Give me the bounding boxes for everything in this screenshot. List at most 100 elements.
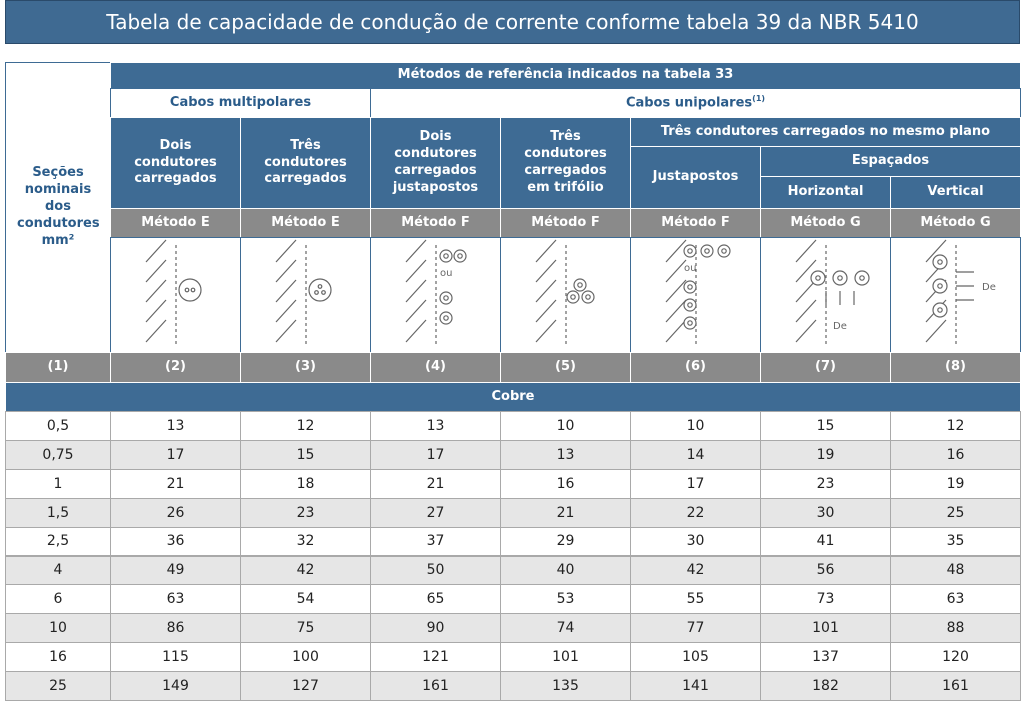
conductor <box>687 320 693 326</box>
unipolar-note: (1) <box>752 93 766 103</box>
wall-hatch <box>145 299 167 323</box>
conductor <box>704 248 710 254</box>
value-cell: 21 <box>500 497 631 528</box>
wall-hatch <box>275 239 297 263</box>
cable <box>308 278 332 302</box>
column-label: Dois condutores carregados justapostos <box>392 129 479 195</box>
method-cell: Método G <box>760 208 891 238</box>
value-cell: 16 <box>890 439 1021 470</box>
wall-hatch <box>275 259 297 283</box>
wall-hatch <box>795 259 817 283</box>
title-bar: Tabela de capacidade de condução de corr… <box>5 0 1020 44</box>
icon-text: ou <box>684 263 696 274</box>
section-cell: 25 <box>5 671 111 701</box>
wall-hatch <box>405 299 427 323</box>
value-cell: 42 <box>240 555 371 586</box>
conductor <box>443 253 449 259</box>
wall-hatch <box>795 239 817 263</box>
section-cell: 4 <box>5 555 111 586</box>
value-cell: 161 <box>370 671 501 701</box>
conductor <box>687 284 693 290</box>
conductor <box>443 295 449 301</box>
conductor <box>937 259 943 265</box>
wall-hatch <box>275 299 297 323</box>
spaced-header: Espaçados <box>760 146 1021 177</box>
column-header: Horizontal <box>760 176 891 209</box>
conductor <box>577 282 583 288</box>
material-row: Cobre <box>5 382 1021 412</box>
value-cell: 149 <box>110 671 241 701</box>
wall-hatch <box>665 299 687 323</box>
wall-hatch <box>405 319 427 343</box>
conductor <box>687 248 693 254</box>
wall-hatch <box>145 319 167 343</box>
wall-hatch <box>535 239 557 263</box>
method-cell: Método E <box>240 208 371 238</box>
wall-hatch <box>145 279 167 303</box>
conductor <box>585 294 591 300</box>
wall-hatch <box>795 319 817 343</box>
method-cell: Método E <box>110 208 241 238</box>
cable <box>178 278 202 302</box>
section-cell: 0,75 <box>5 439 111 470</box>
column-label: Horizontal <box>787 184 864 200</box>
wall-hatch <box>795 279 817 303</box>
conductor <box>190 287 196 293</box>
method-cell: Método G <box>890 208 1021 238</box>
wall-hatch <box>145 259 167 283</box>
method-cell: Método F <box>630 208 761 238</box>
wall-hatch <box>665 279 687 303</box>
method-cell: Método F <box>370 208 501 238</box>
wall-hatch <box>275 319 297 343</box>
value-cell: 26 <box>110 497 241 528</box>
value-cell: 19 <box>760 439 891 470</box>
wall-hatch <box>405 259 427 283</box>
wall-hatch <box>535 259 557 283</box>
column-number: (8) <box>890 352 1021 383</box>
wall-hatch <box>925 239 947 263</box>
wall-hatch <box>535 319 557 343</box>
wall-hatch <box>535 299 557 323</box>
wall-hatch <box>405 239 427 263</box>
column-label: Vertical <box>927 184 984 200</box>
wall-hatch <box>925 319 947 343</box>
conductor <box>937 283 943 289</box>
column-label: Justapostos <box>652 169 739 185</box>
wall-hatch <box>535 279 557 303</box>
column-header: Dois condutores carregados <box>110 117 241 209</box>
value-cell: 13 <box>500 439 631 470</box>
value-cell: 49 <box>110 555 241 586</box>
column-header: Três condutores carregados <box>240 117 371 209</box>
conductor <box>184 287 190 293</box>
wall-hatch <box>665 239 687 263</box>
unipolar-wrap: Cabos unipolares(1) <box>626 94 765 112</box>
conductor <box>321 290 326 295</box>
column-number: (2) <box>110 352 241 383</box>
wall-hatch <box>665 259 687 283</box>
section-cell: 1,5 <box>5 497 111 528</box>
value-cell: 88 <box>890 613 1021 644</box>
column-label: Três condutores carregados <box>264 137 347 187</box>
column-number: (5) <box>500 352 631 383</box>
conductor <box>443 315 449 321</box>
conductor <box>837 275 843 281</box>
icon-text: De <box>833 321 847 332</box>
conductor <box>314 290 319 295</box>
value-cell: 15 <box>240 439 371 470</box>
sections-wrap: Seções nominais dos condutores mm² <box>17 165 100 249</box>
column-number: (6) <box>630 352 761 383</box>
value-cell: 141 <box>630 671 761 701</box>
column-header: Dois condutores carregados justapostos <box>370 117 501 209</box>
conductor <box>687 302 693 308</box>
wall-hatch <box>145 239 167 263</box>
conductor <box>457 253 463 259</box>
wall-hatch <box>405 279 427 303</box>
value-cell: 161 <box>890 671 1021 701</box>
icon-text: De <box>982 282 996 293</box>
conductor <box>815 275 821 281</box>
wall-hatch <box>795 299 817 323</box>
